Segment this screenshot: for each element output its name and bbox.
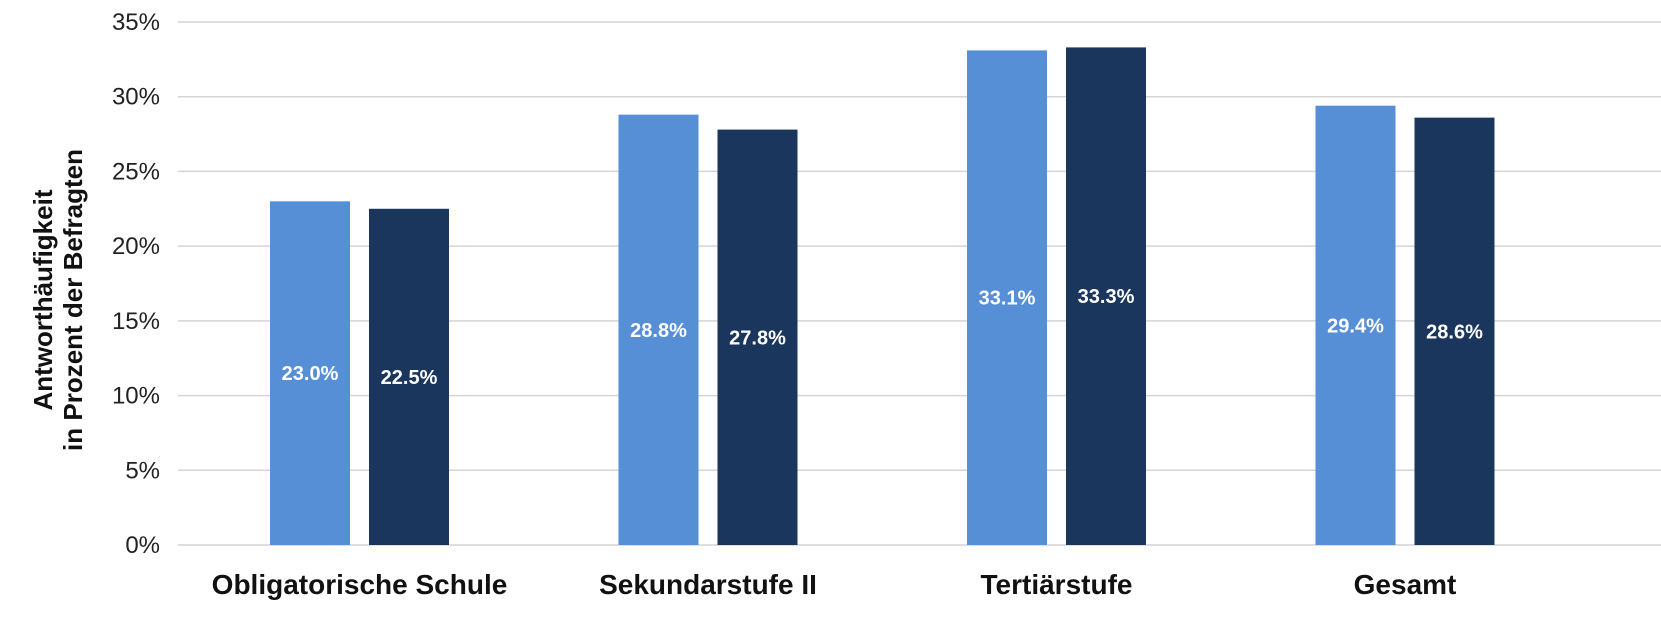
x-axis-categories: Obligatorische Schule Sekundarstufe II Ter… <box>212 569 1457 600</box>
bar-value-label: 28.8% <box>630 320 687 342</box>
bar-value-label: 33.1% <box>979 288 1036 310</box>
bar <box>717 129 798 546</box>
bar-value-label: 27.8% <box>729 327 786 349</box>
y-tick-label: 20% <box>112 233 160 260</box>
bar-value-label: 23.0% <box>282 363 339 385</box>
bars <box>270 47 1495 546</box>
y-tick-label: 15% <box>112 308 160 335</box>
x-category-label: Gesamt <box>1354 569 1457 600</box>
y-axis-title: Antworthäufigkeit in Prozent der Befragt… <box>28 149 88 451</box>
data-labels: 23.0% 22.5% 28.8% 27.8% 33.1% 33.3% 29.4% 28.6% <box>282 286 1483 389</box>
y-tick-label: 10% <box>112 383 160 410</box>
x-category-label: Sekundarstufe II <box>599 569 817 600</box>
y-axis-title-line-2: in Prozent der Befragten <box>58 149 88 451</box>
bar <box>369 208 449 546</box>
bar <box>967 50 1047 546</box>
bar-value-label: 22.5% <box>381 367 438 389</box>
y-axis-ticks: 0% 5% 10% 15% 20% 25% 30% 35% <box>112 9 160 559</box>
bar-value-label: 29.4% <box>1327 315 1384 337</box>
y-tick-label: 35% <box>112 9 160 36</box>
y-tick-label: 25% <box>112 158 160 185</box>
x-category-label: Tertiärstufe <box>981 569 1133 600</box>
bar-value-label: 28.6% <box>1426 321 1483 343</box>
bar <box>618 114 699 545</box>
y-tick-label: 30% <box>112 84 160 111</box>
y-tick-label: 0% <box>125 532 160 559</box>
bar <box>1315 105 1396 546</box>
y-tick-label: 5% <box>125 457 160 484</box>
bar <box>1414 117 1495 546</box>
x-category-label: Obligatorische Schule <box>212 569 508 600</box>
bar <box>1066 47 1146 545</box>
y-axis-title-line-1: Antworthäufigkeit <box>28 189 58 410</box>
bar-value-label: 33.3% <box>1078 286 1135 308</box>
bar <box>270 201 350 546</box>
